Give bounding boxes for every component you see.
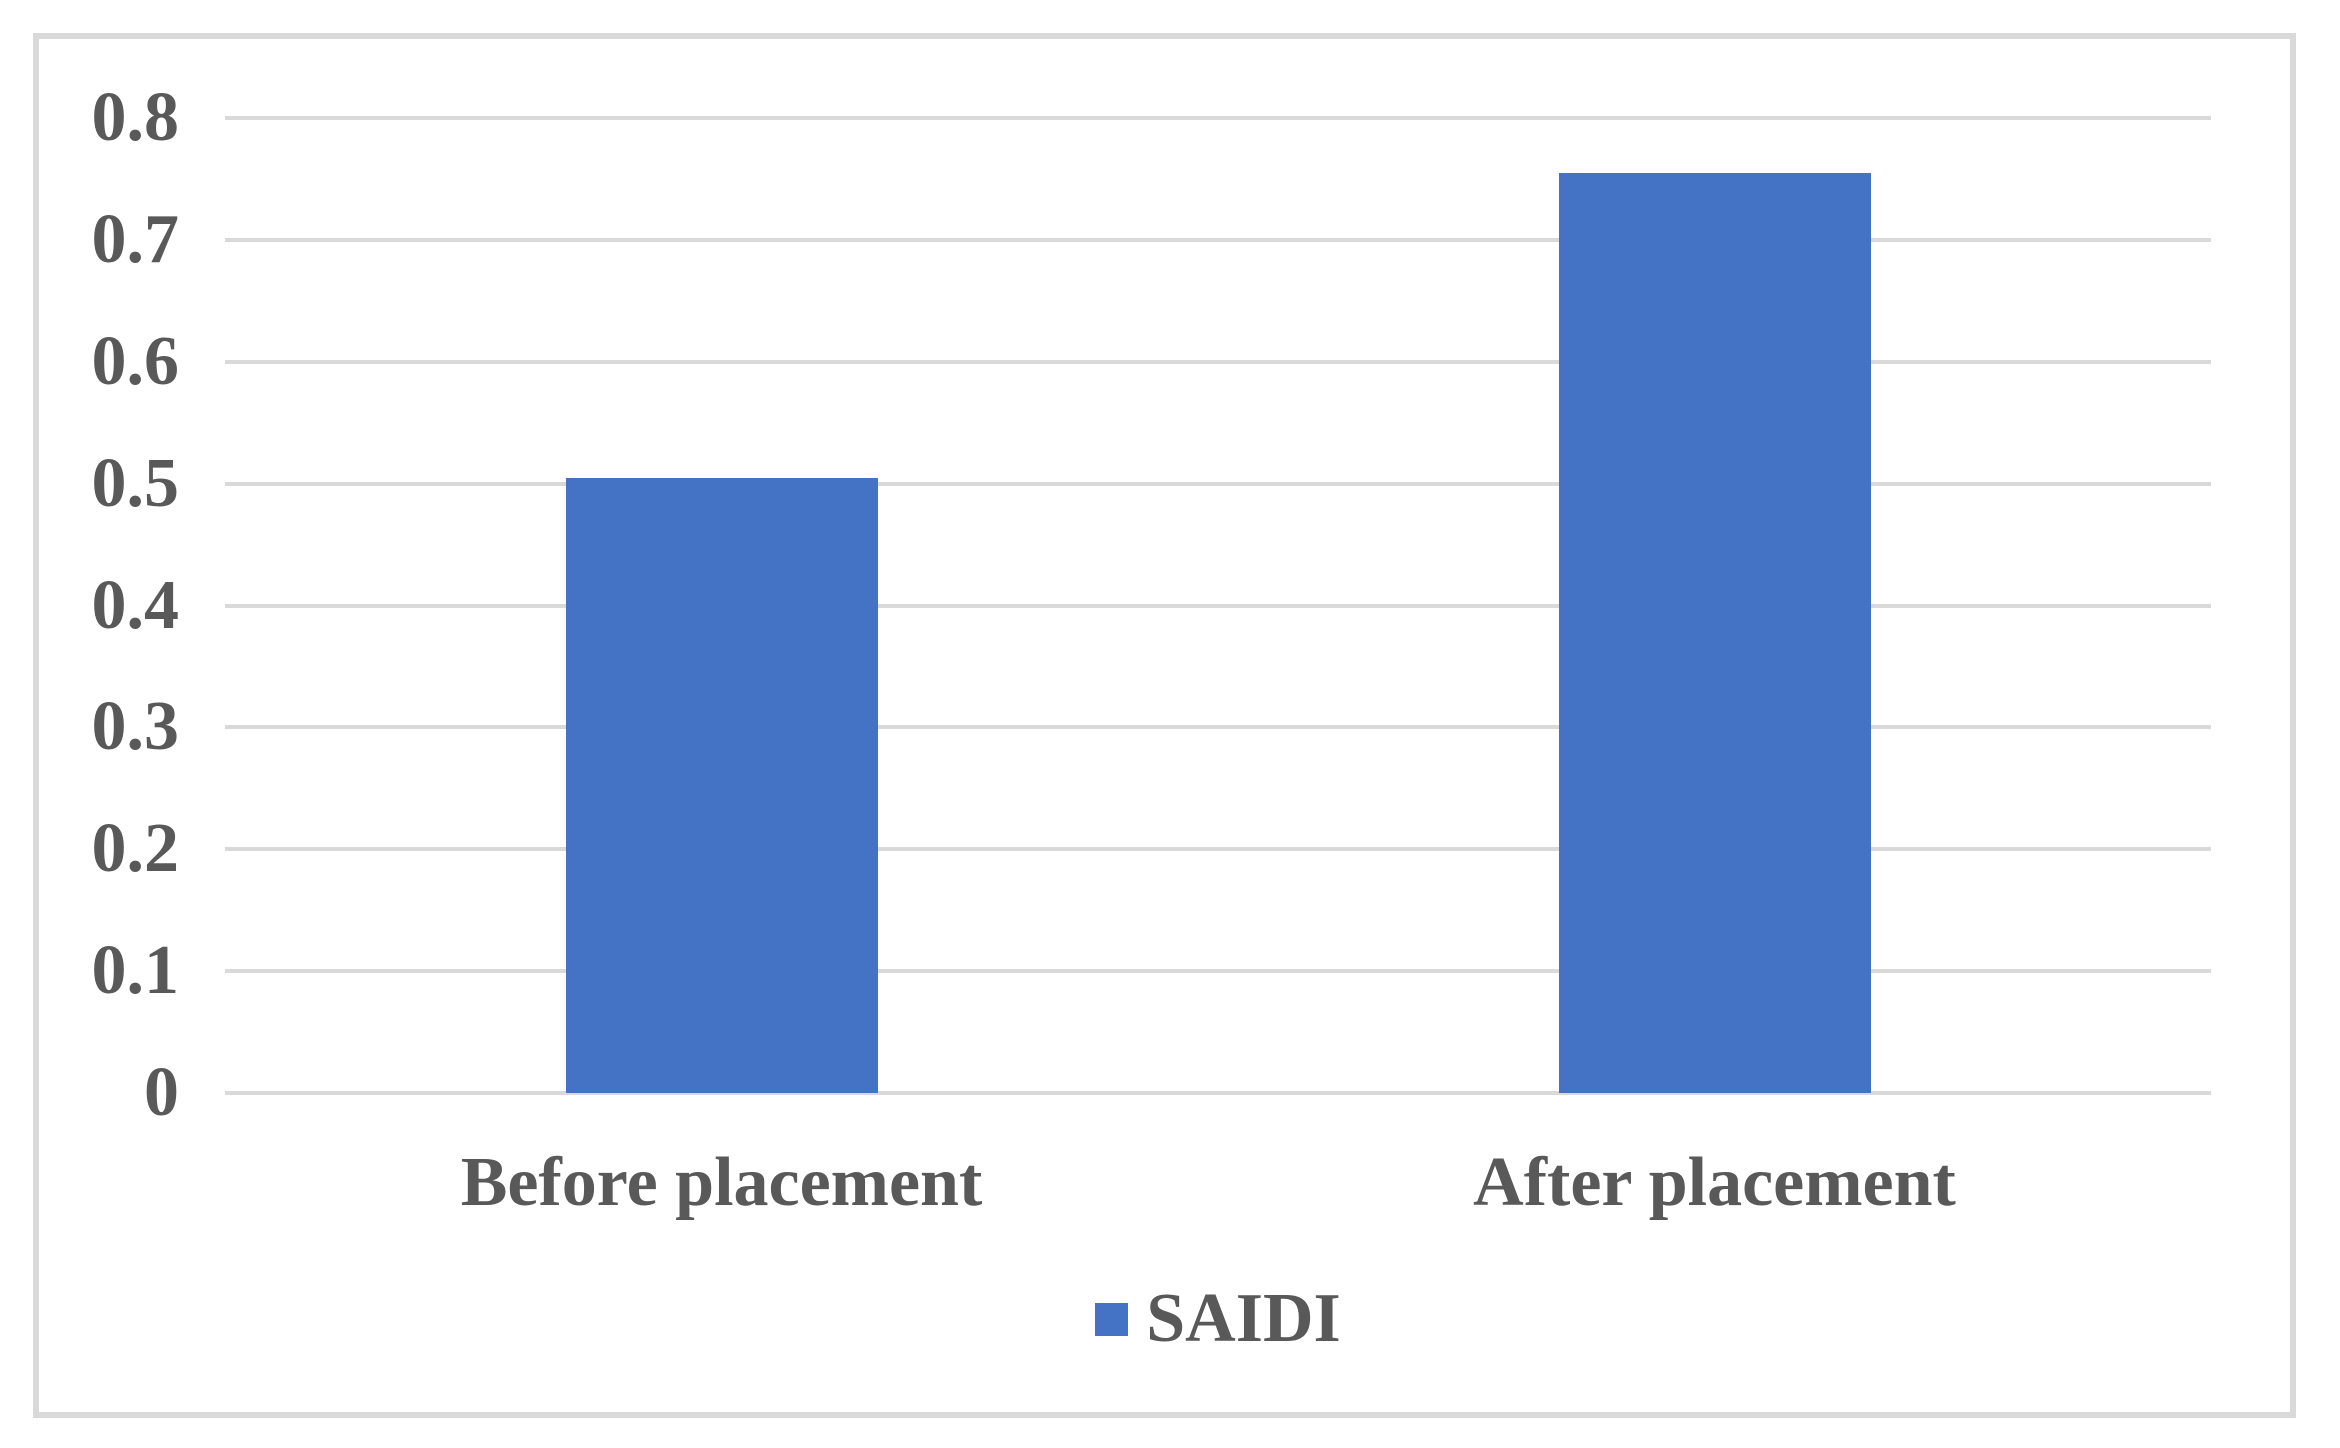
y-tick-label: 0.3 xyxy=(91,688,180,766)
gridline xyxy=(225,725,2211,730)
gridline xyxy=(225,603,2211,608)
y-tick-label: 0.7 xyxy=(91,200,180,278)
gridline xyxy=(225,116,2211,120)
y-tick-label: 0 xyxy=(144,1054,179,1131)
x-category-label: After placement xyxy=(1473,1144,1956,1221)
gridline xyxy=(225,359,2211,364)
y-tick-label: 0.1 xyxy=(91,932,180,1010)
legend-series-label: SAIDI xyxy=(1146,1280,1341,1357)
y-tick-label: 0.5 xyxy=(91,444,180,522)
x-category-label: Before placement xyxy=(460,1144,983,1221)
gridline xyxy=(225,969,2211,974)
bar-after-placement xyxy=(1558,172,1871,1093)
y-tick-label: 0.6 xyxy=(91,322,180,400)
gridline xyxy=(225,481,2211,486)
y-tick-label: 0.4 xyxy=(91,566,180,644)
gridline xyxy=(225,237,2211,242)
gridline xyxy=(225,1091,2211,1095)
bar-before-placement xyxy=(565,477,878,1093)
y-axis: 0.8 0.7 0.6 0.5 0.4 0.3 0.2 0.1 0 xyxy=(39,79,180,1131)
x-axis: Before placement After placement xyxy=(225,1144,2211,1221)
chart-frame: 0.8 0.7 0.6 0.5 0.4 0.3 0.2 0.1 0 Before placeme… xyxy=(33,33,2296,1418)
plot-area xyxy=(225,116,2211,1095)
y-tick-label: 0.2 xyxy=(91,810,180,888)
legend: SAIDI xyxy=(225,1284,2211,1354)
y-tick-label: 0.8 xyxy=(91,79,180,156)
legend-color-swatch-icon xyxy=(1095,1302,1129,1336)
gridline xyxy=(225,847,2211,852)
